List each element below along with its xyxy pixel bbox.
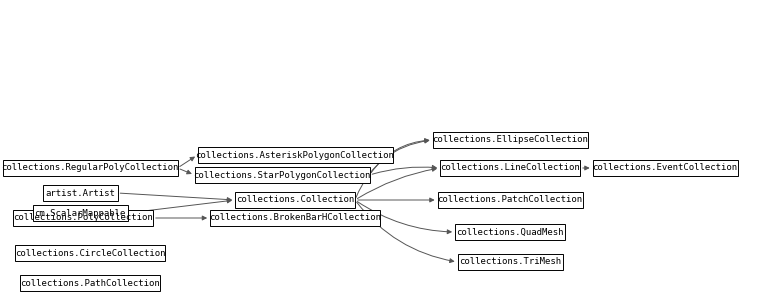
FancyBboxPatch shape xyxy=(20,275,160,291)
FancyBboxPatch shape xyxy=(455,224,565,240)
FancyBboxPatch shape xyxy=(42,185,118,201)
Text: collections.PolyCollection: collections.PolyCollection xyxy=(13,214,153,223)
FancyBboxPatch shape xyxy=(210,210,380,226)
FancyBboxPatch shape xyxy=(2,160,177,176)
FancyBboxPatch shape xyxy=(592,160,737,176)
Text: collections.PathCollection: collections.PathCollection xyxy=(20,278,160,288)
Text: collections.StarPolygonCollection: collections.StarPolygonCollection xyxy=(194,171,371,179)
Text: collections.RegularPolyCollection: collections.RegularPolyCollection xyxy=(2,163,179,172)
Text: collections.CircleCollection: collections.CircleCollection xyxy=(15,249,165,258)
FancyBboxPatch shape xyxy=(197,147,392,163)
FancyBboxPatch shape xyxy=(458,254,562,270)
Text: collections.TriMesh: collections.TriMesh xyxy=(459,258,561,266)
Text: collections.AsteriskPolygonCollection: collections.AsteriskPolygonCollection xyxy=(196,150,395,159)
FancyBboxPatch shape xyxy=(432,132,588,148)
Text: collections.QuadMesh: collections.QuadMesh xyxy=(456,227,564,236)
Text: collections.BrokenBarHCollection: collections.BrokenBarHCollection xyxy=(209,214,381,223)
Text: cm.ScalarMappable: cm.ScalarMappable xyxy=(35,208,126,217)
Text: collections.EllipseCollection: collections.EllipseCollection xyxy=(432,136,588,144)
Text: collections.EventCollection: collections.EventCollection xyxy=(592,163,737,172)
Text: collections.PatchCollection: collections.PatchCollection xyxy=(438,195,583,204)
FancyBboxPatch shape xyxy=(32,205,127,221)
FancyBboxPatch shape xyxy=(15,245,165,261)
FancyBboxPatch shape xyxy=(235,192,355,208)
FancyBboxPatch shape xyxy=(438,192,582,208)
Text: collections.Collection: collections.Collection xyxy=(236,195,354,204)
FancyBboxPatch shape xyxy=(194,167,369,183)
FancyBboxPatch shape xyxy=(13,210,153,226)
FancyBboxPatch shape xyxy=(440,160,580,176)
Text: artist.Artist: artist.Artist xyxy=(45,188,115,198)
Text: collections.LineCollection: collections.LineCollection xyxy=(440,163,580,172)
